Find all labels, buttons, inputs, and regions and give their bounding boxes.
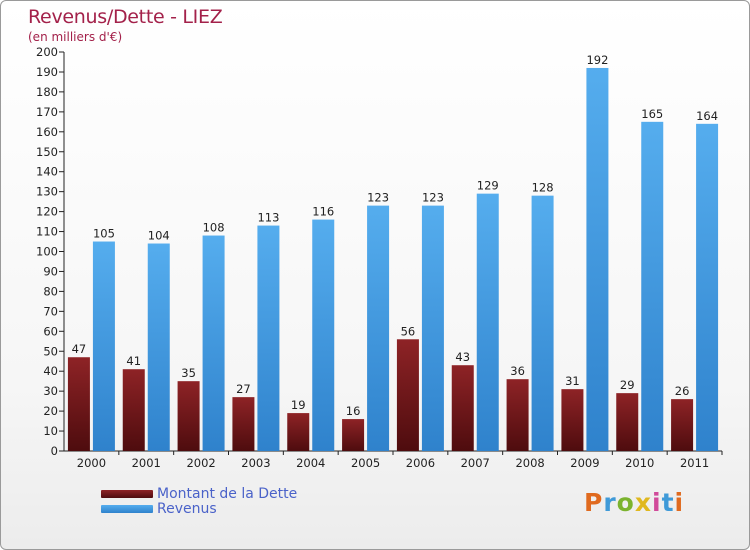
chart-title: Revenus/Dette - LIEZ — [28, 6, 223, 28]
y-tick-label: 70 — [43, 304, 58, 318]
bar-dette — [396, 339, 419, 451]
y-tick-label: 200 — [36, 45, 58, 59]
bar-revenus — [367, 205, 390, 451]
y-tick-label: 10 — [43, 424, 58, 438]
bar-revenus — [147, 243, 170, 451]
y-tick-label: 190 — [36, 65, 58, 79]
logo-letter: x — [634, 488, 652, 517]
bar-dette — [561, 389, 584, 451]
bar-dette — [671, 399, 694, 451]
data-label-revenus: 165 — [641, 107, 663, 121]
bar-dette — [342, 419, 365, 451]
bar-dette — [506, 379, 529, 451]
y-tick-label: 80 — [43, 284, 58, 298]
y-tick-label: 130 — [36, 185, 58, 199]
data-label-dette: 27 — [236, 382, 251, 396]
data-label-revenus: 192 — [586, 53, 608, 67]
y-tick-label: 50 — [43, 344, 58, 358]
bar-revenus — [531, 195, 554, 451]
y-tick-label: 30 — [43, 384, 58, 398]
y-tick-label: 160 — [36, 125, 58, 139]
y-tick-label: 120 — [36, 205, 58, 219]
bar-revenus — [476, 193, 499, 451]
logo-letter: i — [674, 488, 685, 517]
bar-revenus — [696, 123, 719, 451]
x-tick-label: 2007 — [461, 456, 490, 470]
data-label-revenus: 123 — [422, 191, 444, 205]
logo-letter: r — [603, 488, 617, 517]
y-tick-label: 0 — [51, 444, 58, 458]
logo-letter: t — [661, 488, 675, 517]
y-tick-label: 110 — [36, 225, 58, 239]
y-tick-label: 90 — [43, 264, 58, 278]
data-label-revenus: 123 — [367, 191, 389, 205]
data-label-revenus: 116 — [312, 205, 334, 219]
bar-revenus — [312, 219, 335, 451]
x-tick-label: 2010 — [625, 456, 654, 470]
x-tick-label: 2001 — [132, 456, 161, 470]
data-label-dette: 19 — [291, 398, 306, 412]
bar-dette — [67, 357, 90, 451]
y-tick-label: 60 — [43, 324, 58, 338]
chart-unit-subtitle: (en milliers d'€) — [28, 30, 123, 44]
data-label-revenus: 104 — [148, 229, 170, 243]
bar-revenus — [421, 205, 444, 451]
bar-revenus — [641, 121, 664, 451]
y-tick-label: 150 — [36, 145, 58, 159]
data-label-dette: 56 — [401, 324, 416, 338]
bar-dette — [177, 381, 200, 451]
data-label-revenus: 128 — [532, 181, 554, 195]
data-label-dette: 16 — [346, 404, 361, 418]
legend-label-dette: Montant de la Dette — [157, 486, 298, 502]
y-tick-label: 100 — [36, 245, 58, 259]
logo-letter: i — [652, 488, 662, 517]
legend-swatch-revenus — [101, 505, 153, 513]
bar-dette — [287, 413, 310, 451]
y-tick-label: 140 — [36, 165, 58, 179]
logo-letter: P — [584, 488, 604, 517]
legend-swatch-dette — [101, 490, 153, 498]
bar-dette — [122, 369, 145, 451]
data-label-dette: 29 — [620, 378, 635, 392]
data-label-dette: 36 — [510, 364, 525, 378]
y-tick-label: 40 — [43, 364, 58, 378]
data-label-revenus: 129 — [477, 179, 499, 193]
bar-revenus — [586, 67, 609, 452]
x-tick-label: 2011 — [680, 456, 709, 470]
data-label-revenus: 105 — [93, 227, 115, 241]
proxiti-logo: Proxiti — [584, 488, 684, 517]
x-tick-label: 2002 — [186, 456, 215, 470]
data-label-revenus: 164 — [696, 109, 718, 123]
y-tick-label: 170 — [36, 105, 58, 119]
x-tick-label: 2005 — [351, 456, 380, 470]
bar-dette — [616, 393, 639, 451]
data-label-dette: 31 — [565, 374, 580, 388]
x-tick-label: 2006 — [406, 456, 435, 470]
bar-revenus — [202, 235, 225, 451]
x-tick-label: 2008 — [515, 456, 544, 470]
y-tick-label: 180 — [36, 85, 58, 99]
x-tick-label: 2000 — [77, 456, 106, 470]
x-tick-label: 2004 — [296, 456, 325, 470]
legend-label-revenus: Revenus — [157, 501, 217, 517]
logo-letter: o — [616, 488, 635, 517]
data-label-revenus: 108 — [203, 221, 225, 235]
x-tick-label: 2003 — [241, 456, 270, 470]
bar-dette — [451, 365, 474, 451]
y-tick-label: 20 — [43, 404, 58, 418]
bar-revenus — [92, 241, 115, 451]
data-label-dette: 47 — [72, 342, 87, 356]
bar-revenus — [257, 225, 280, 451]
data-label-dette: 35 — [181, 366, 196, 380]
data-label-revenus: 113 — [257, 211, 279, 225]
x-tick-label: 2009 — [570, 456, 599, 470]
bar-dette — [232, 397, 255, 451]
data-label-dette: 26 — [675, 384, 690, 398]
data-label-dette: 43 — [455, 350, 470, 364]
data-label-dette: 41 — [126, 354, 141, 368]
